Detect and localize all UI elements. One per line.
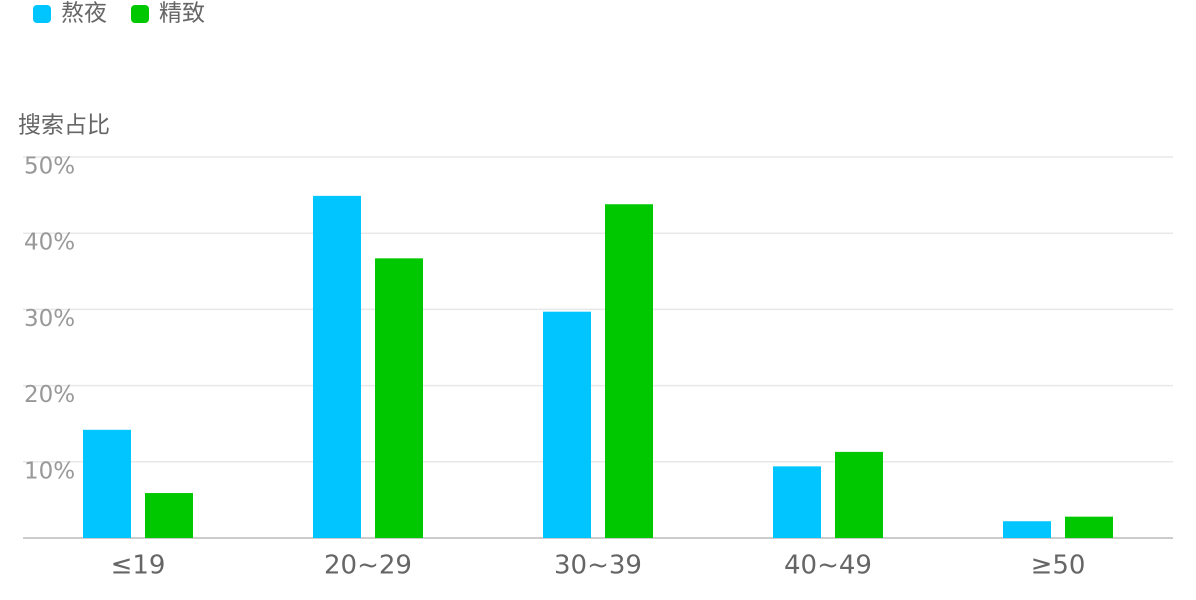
legend-swatch bbox=[33, 5, 51, 23]
y-tick-label: 50% bbox=[24, 154, 75, 180]
x-tick-label: ≤19 bbox=[111, 551, 166, 581]
bar bbox=[835, 451, 883, 538]
y-tick-label: 30% bbox=[24, 306, 75, 332]
bar bbox=[83, 429, 131, 538]
bar bbox=[1003, 521, 1051, 538]
legend-label: 精致 bbox=[159, 1, 205, 27]
bar bbox=[313, 195, 361, 538]
y-tick-label: 10% bbox=[24, 458, 75, 484]
x-tick-label: 40~49 bbox=[784, 551, 872, 581]
bar bbox=[1065, 516, 1113, 538]
legend-swatch bbox=[131, 5, 149, 23]
bar bbox=[773, 466, 821, 538]
bar bbox=[145, 493, 193, 538]
legend-label: 熬夜 bbox=[61, 1, 107, 27]
x-tick-label: ≥50 bbox=[1031, 551, 1086, 581]
x-tick-label: 30~39 bbox=[554, 551, 642, 581]
bar bbox=[375, 258, 423, 538]
y-axis-title: 搜索占比 bbox=[18, 113, 110, 139]
bar bbox=[543, 311, 591, 538]
x-tick-label: 20~29 bbox=[324, 551, 412, 581]
bar bbox=[605, 204, 653, 538]
y-tick-label: 40% bbox=[24, 230, 75, 256]
y-tick-label: 20% bbox=[24, 382, 75, 408]
